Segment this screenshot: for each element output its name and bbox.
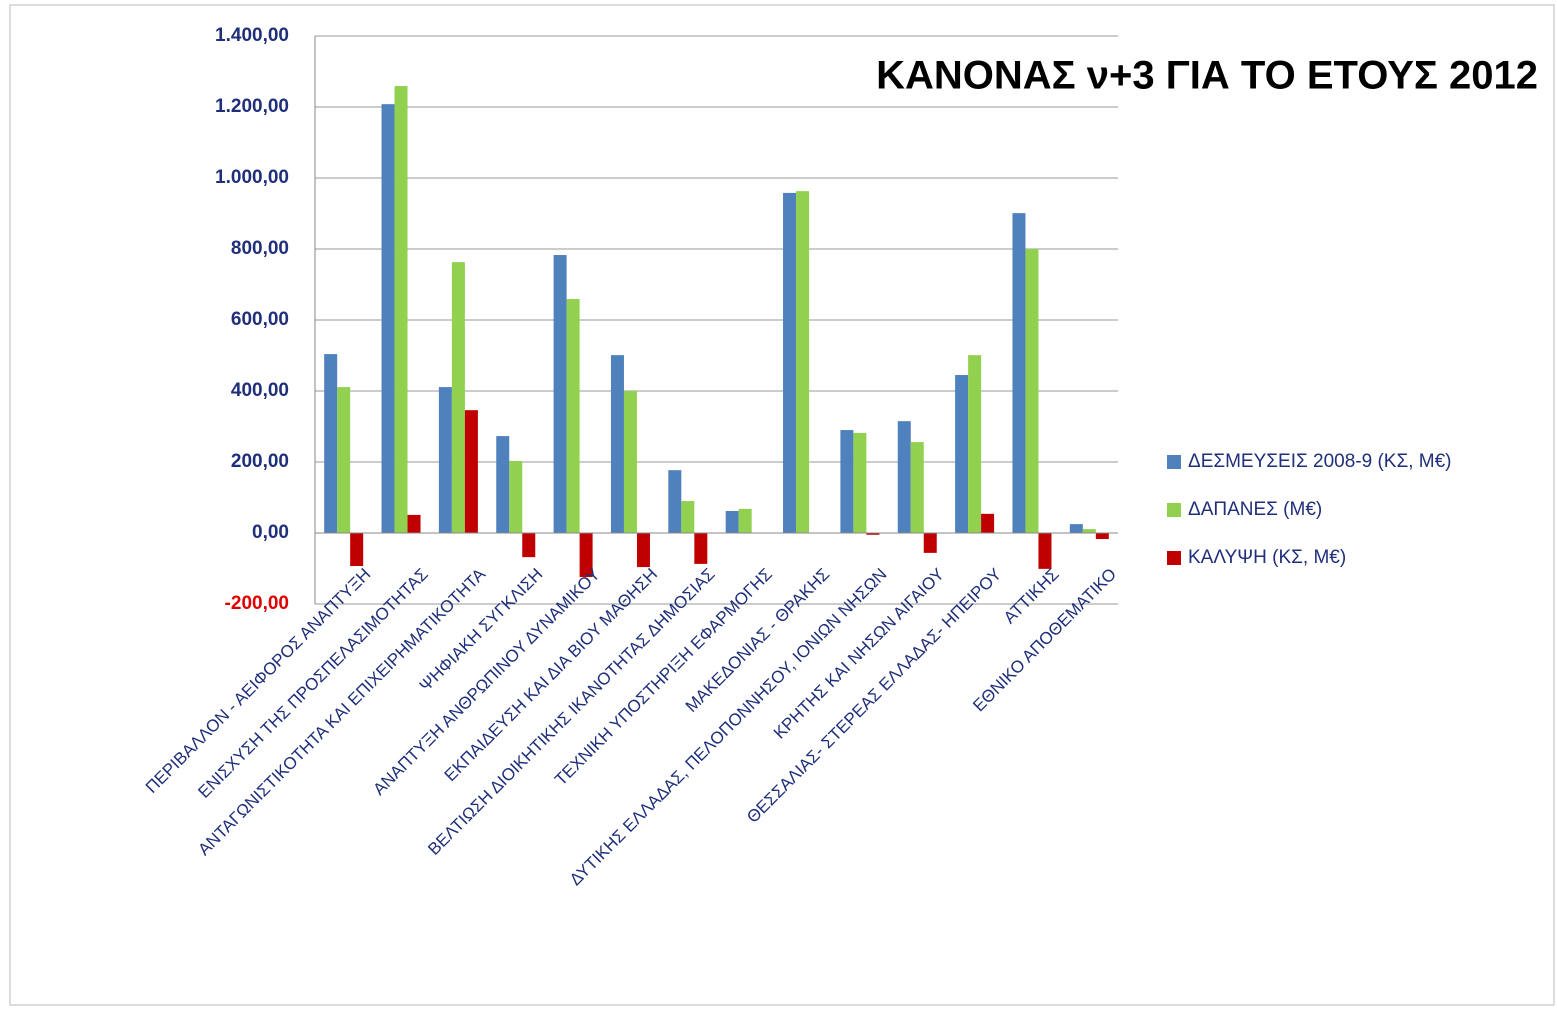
bar [496, 436, 510, 533]
legend-label: ΔΕΣΜΕΥΣΕΙΣ 2008-9 (ΚΣ, Μ€) [1188, 451, 1451, 472]
y-tick-label: 1.000,00 [215, 167, 289, 188]
legend-swatch [1167, 551, 1181, 565]
bar [1069, 524, 1083, 533]
bar [610, 355, 624, 533]
bar [668, 470, 682, 533]
bar [350, 533, 364, 567]
bar [796, 191, 810, 533]
y-tick-label: 1.200,00 [215, 96, 289, 117]
bar [438, 387, 452, 533]
bar [464, 410, 478, 533]
y-tick-label: -200,00 [225, 593, 289, 614]
bar [381, 104, 395, 533]
y-tick-label: 800,00 [231, 238, 289, 259]
bar [522, 533, 536, 558]
legend-label: ΚΑΛΥΨΗ (ΚΣ, Μ€) [1188, 547, 1346, 568]
y-tick-label: 200,00 [231, 451, 289, 472]
bar [566, 299, 580, 533]
bar [955, 375, 969, 533]
bar [738, 508, 752, 533]
bar [681, 501, 695, 533]
bar [694, 533, 708, 564]
bar [553, 255, 567, 533]
bar [968, 355, 982, 533]
bar [324, 354, 338, 533]
bar [1012, 213, 1026, 533]
bar [897, 421, 911, 533]
bar [636, 533, 650, 568]
bar [1025, 249, 1039, 533]
bar [623, 391, 637, 533]
bar [866, 533, 880, 535]
bar [910, 442, 924, 533]
legend-label: ΔΑΠΑΝΕΣ (Μ€) [1188, 499, 1322, 520]
y-tick-label: 1.400,00 [215, 25, 289, 46]
y-tick-label: 0,00 [252, 522, 289, 543]
bar [725, 510, 739, 533]
bar [579, 533, 593, 578]
legend-swatch [1167, 503, 1181, 517]
bar [451, 262, 465, 533]
bar [394, 86, 408, 534]
y-tick-label: 400,00 [231, 380, 289, 401]
bar [923, 533, 937, 553]
bar [1082, 529, 1096, 533]
bar [407, 514, 421, 533]
bar [783, 192, 797, 533]
bar [509, 460, 523, 533]
bar [337, 387, 351, 533]
chart-frame [9, 4, 1555, 1006]
bar [1038, 533, 1052, 569]
bar [1095, 533, 1109, 540]
bar [981, 513, 995, 533]
chart-title: ΚΑΝΟΝΑΣ ν+3 ΓΙΑ ΤΟ ΕΤΟΥΣ 2012 [876, 54, 1538, 98]
y-tick-label: 600,00 [231, 309, 289, 330]
bar [840, 430, 854, 533]
bar [853, 432, 867, 533]
legend-swatch [1167, 455, 1181, 469]
